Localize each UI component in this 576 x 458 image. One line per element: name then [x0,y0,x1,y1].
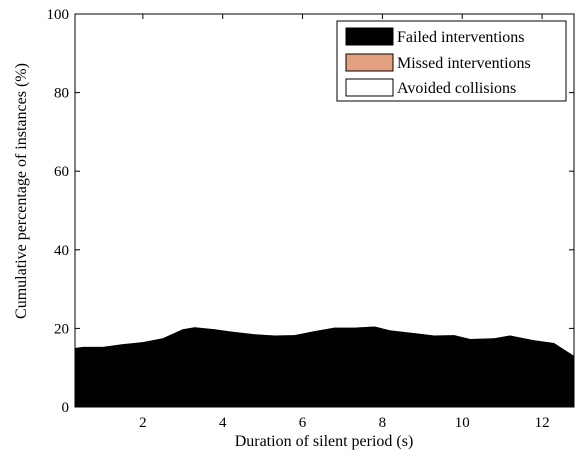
area-layer [75,14,574,407]
legend-swatch-failed [345,27,394,46]
legend-swatch-avoided [345,78,394,97]
y-axis-tick-labels: 0 20 40 60 80 100 [47,7,70,416]
x-tick-label: 10 [455,415,470,431]
y-tick-label: 60 [54,164,69,180]
legend-item-missed: Missed interventions [345,53,531,72]
x-tick-label: 2 [139,415,147,431]
area-failed [75,326,574,407]
y-axis-label: Cumulative percentage of instances (%) [13,63,30,319]
x-tick-label: 6 [299,415,307,431]
x-tick-label: 4 [219,415,227,431]
x-axis-tick-labels: 2 4 6 8 10 12 [139,415,549,431]
plot-frame [74,13,575,408]
legend-label-failed: Failed interventions [397,29,525,46]
legend-label-missed: Missed interventions [397,55,531,72]
y-tick-label: 80 [54,86,69,102]
legend: Failed interventions Missed intervention… [336,20,567,102]
area-avoided [75,14,574,407]
legend-item-failed: Failed interventions [345,27,525,46]
y-tick-label: 40 [54,243,69,259]
x-tick-label: 8 [379,415,387,431]
x-axis-label: Duration of silent period (s) [235,433,414,450]
y-tick-label: 0 [62,400,70,416]
x-tick-label: 12 [535,415,550,431]
x-axis-ticks [142,14,543,407]
y-tick-label: 20 [54,321,69,337]
legend-swatch-missed [345,53,394,72]
legend-item-avoided: Avoided collisions [345,78,516,97]
y-tick-label: 100 [47,7,70,23]
y-axis-ticks [75,13,574,408]
legend-label-avoided: Avoided collisions [397,80,516,97]
